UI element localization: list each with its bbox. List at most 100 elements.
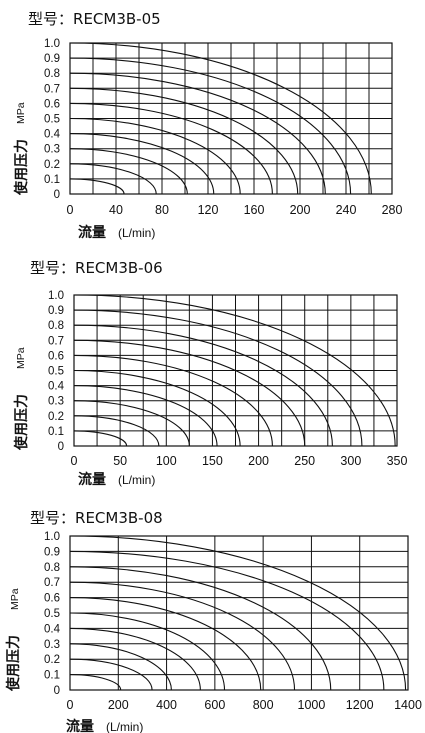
y-tick-label: 1.0 xyxy=(44,38,60,50)
x-tick-label: 350 xyxy=(387,454,408,468)
y-tick-label: 0.5 xyxy=(48,366,64,378)
flow-curve xyxy=(69,643,172,691)
flow-curve xyxy=(69,163,157,195)
flow-curve xyxy=(69,117,241,195)
x-tick-label: 160 xyxy=(244,203,265,217)
flow-curve xyxy=(73,430,128,447)
chart-plot: 使用压力 MPa 流量 (L/min) 0 0.1 0.2 0.3 0.4 0.5 0.6 0… xyxy=(13,290,408,488)
y-tick-label: 0.4 xyxy=(44,129,61,141)
flow-curve xyxy=(69,658,153,691)
chart-plot: 使用压力 MPa 流量 (L/min) 0 0.1 0.2 0.3 0.4 0.5 0.6 0… xyxy=(13,38,403,241)
model-code: RECM3B-08 xyxy=(75,509,163,527)
flow-curve xyxy=(73,324,333,447)
model-title: 型号：RECM3B-08 xyxy=(30,507,163,528)
y-tick-label: 0.6 xyxy=(44,98,60,110)
x-tick-label: 0 xyxy=(71,454,78,468)
flow-curve xyxy=(69,535,407,691)
y-tick-label: 0.5 xyxy=(44,608,60,620)
model-prefix: 型号 xyxy=(30,259,61,277)
y-tick-label: 0.4 xyxy=(44,623,61,635)
x-tick-label: 0 xyxy=(67,698,74,712)
x-tick-label: 240 xyxy=(336,203,357,217)
model-sep: ： xyxy=(58,10,74,28)
y-tick-label: 0.1 xyxy=(44,670,60,682)
flow-curve xyxy=(69,133,215,195)
x-tick-label: 40 xyxy=(109,203,123,217)
y-tick-label: 0.7 xyxy=(48,335,64,347)
y-tick-label: 0.9 xyxy=(44,546,60,558)
y-tick-label: 0.8 xyxy=(48,320,64,332)
y-tick-label: 0.3 xyxy=(44,639,60,651)
x-tick-label: 800 xyxy=(253,698,274,712)
y-tick-label: 0.6 xyxy=(48,350,64,362)
model-title: 型号：RECM3B-06 xyxy=(30,257,163,278)
flow-curve xyxy=(73,400,190,447)
chart-plot: 使用压力 MPa 流量 (L/min) 0 0.1 0.2 0.3 0.4 0.5 0.6 0… xyxy=(5,531,422,733)
y-tick-label: 0.3 xyxy=(48,396,64,408)
y-axis-unit: MPa xyxy=(9,588,21,610)
x-tick-label: 80 xyxy=(155,203,169,217)
chart-panel-06: 型号：RECM3B-06 使用压力 MPa 流量 (L/min) 0 0.1 0.2… xyxy=(0,245,425,495)
flow-curve xyxy=(69,178,125,195)
flow-curve xyxy=(73,339,306,447)
x-tick-label: 200 xyxy=(108,698,129,712)
x-axis-label: 流量 xyxy=(78,224,106,241)
y-tick-label: 0.8 xyxy=(44,562,60,574)
flow-curve xyxy=(73,354,273,447)
x-axis-unit: (L/min) xyxy=(118,473,155,487)
y-tick-label: 0.4 xyxy=(48,381,65,393)
x-tick-label: 1400 xyxy=(394,698,422,712)
x-tick-label: 600 xyxy=(204,698,225,712)
y-tick-label: 0.7 xyxy=(44,83,60,95)
flow-curve xyxy=(73,415,160,447)
flow-curve xyxy=(69,102,273,195)
x-tick-label: 120 xyxy=(198,203,219,217)
flow-curve xyxy=(69,87,299,195)
flow-curve xyxy=(69,42,372,195)
y-tick-label: 0.1 xyxy=(48,426,64,438)
x-axis-label: 流量 xyxy=(66,718,94,733)
y-axis-label: 使用压力 xyxy=(13,139,30,196)
y-tick-label: 0.5 xyxy=(44,114,60,126)
y-tick-label: 0.2 xyxy=(48,411,64,423)
model-title: 型号：RECM3B-05 xyxy=(28,8,161,29)
y-axis-label: 使用压力 xyxy=(13,394,30,451)
x-tick-label: 150 xyxy=(202,454,223,468)
x-tick-label: 100 xyxy=(156,454,177,468)
x-tick-label: 50 xyxy=(113,454,127,468)
x-tick-label: 1200 xyxy=(346,698,374,712)
model-code: RECM3B-06 xyxy=(75,259,163,277)
chart-panel-08: 型号：RECM3B-08 使用压力 MPa 流量 (L/min) 0 0.1 0.2… xyxy=(0,495,425,733)
x-tick-label: 200 xyxy=(290,203,311,217)
flow-curve xyxy=(69,581,296,691)
x-axis-unit: (L/min) xyxy=(118,226,155,240)
y-tick-label: 0.6 xyxy=(44,593,60,605)
model-sep: ： xyxy=(60,509,76,527)
model-prefix: 型号 xyxy=(30,509,61,527)
x-tick-label: 200 xyxy=(248,454,269,468)
flow-curve xyxy=(69,612,226,691)
flow-curve xyxy=(69,597,262,691)
y-tick-label: 0.2 xyxy=(44,159,60,171)
y-tick-label: 0.1 xyxy=(44,174,60,186)
y-axis-unit: MPa xyxy=(15,102,27,124)
y-tick-label: 0 xyxy=(54,685,60,697)
model-prefix: 型号 xyxy=(28,10,59,28)
model-sep: ： xyxy=(60,259,76,277)
flow-curve xyxy=(73,385,218,447)
y-tick-label: 1.0 xyxy=(44,531,60,543)
flow-curve xyxy=(73,294,396,447)
y-axis-label: 使用压力 xyxy=(5,635,22,692)
y-tick-label: 0.8 xyxy=(44,68,60,80)
x-tick-label: 280 xyxy=(382,203,403,217)
y-tick-label: 0.2 xyxy=(44,654,60,666)
flow-curve xyxy=(73,309,363,447)
x-tick-label: 1000 xyxy=(298,698,326,712)
y-tick-label: 0.3 xyxy=(44,144,60,156)
x-axis-label: 流量 xyxy=(78,471,106,488)
x-tick-label: 300 xyxy=(340,454,361,468)
x-tick-label: 0 xyxy=(67,203,74,217)
chart-panel-05: 型号：RECM3B-05 使用压力 MPa 流量 (L/min) 0 0.1 0.2… xyxy=(0,0,425,245)
y-tick-label: 0.7 xyxy=(44,577,60,589)
y-tick-label: 0.9 xyxy=(48,305,64,317)
